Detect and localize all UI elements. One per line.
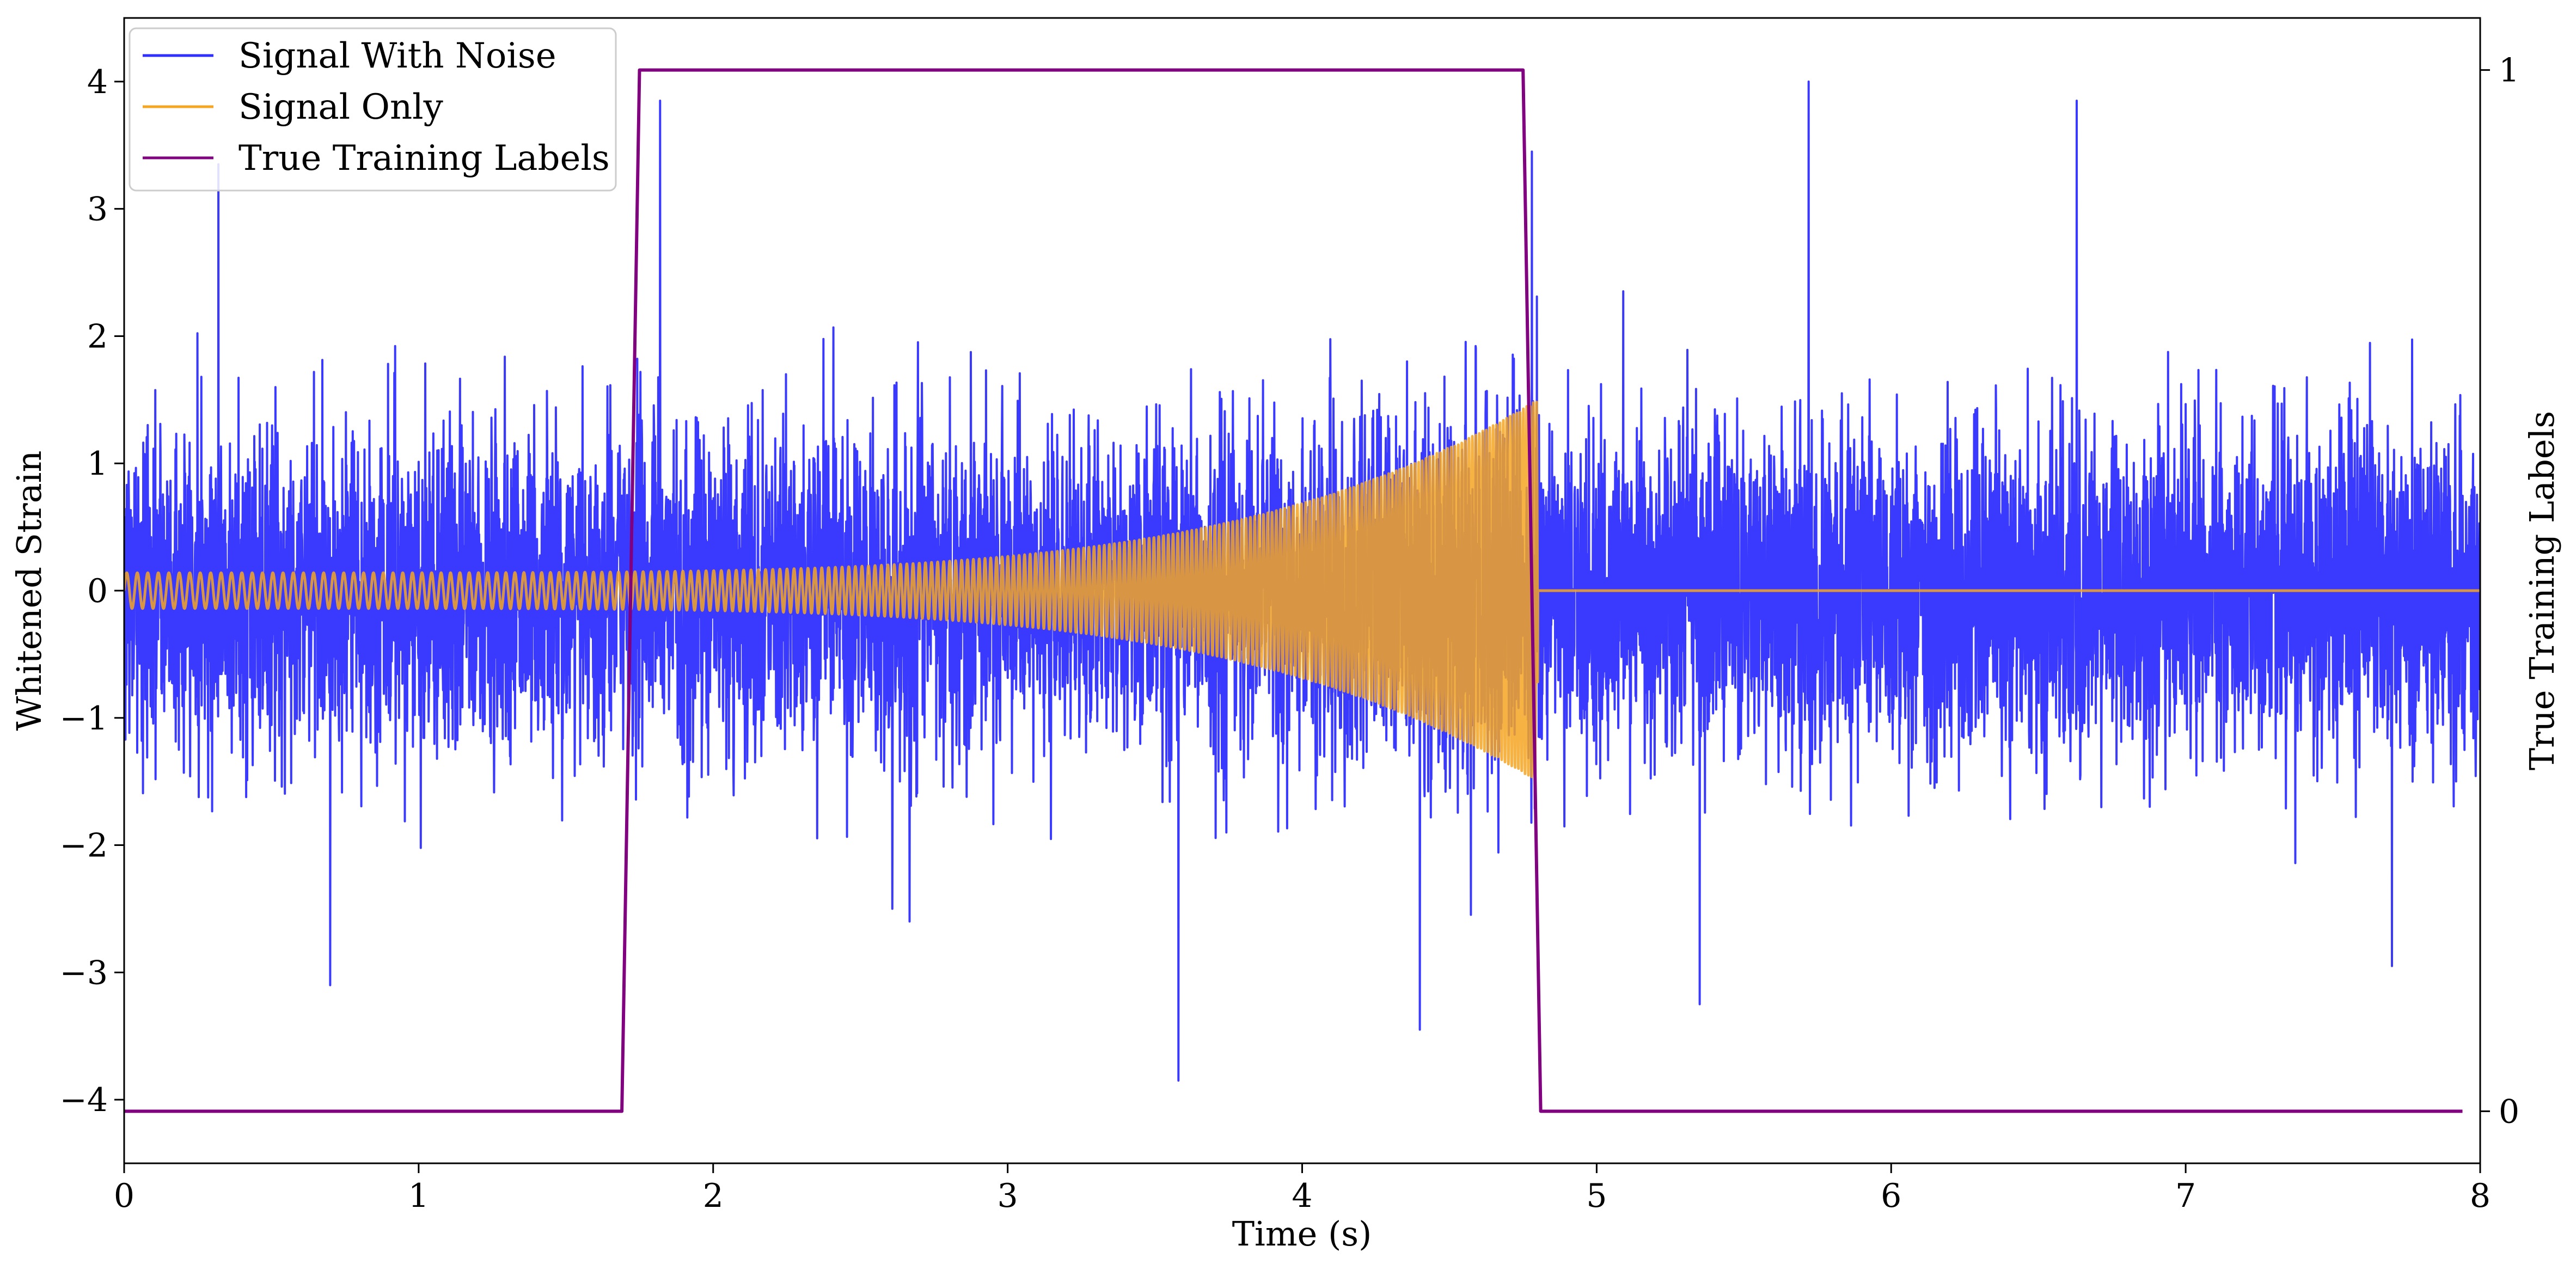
- y-tick-label: −3: [60, 954, 108, 992]
- series-layer: [124, 68, 2480, 1113]
- x-tick-label: 2: [703, 1177, 724, 1215]
- x-tick-label: 5: [1586, 1177, 1607, 1215]
- y2-axis-title: True Training Labels: [2522, 411, 2562, 770]
- x-tick-label: 6: [1881, 1177, 1901, 1215]
- x-tick-label: 7: [2175, 1177, 2196, 1215]
- legend: Signal With Noise Signal Only True Train…: [129, 27, 617, 192]
- y2-tick-label: 0: [2499, 1093, 2519, 1131]
- y-tick-label: 2: [87, 317, 108, 355]
- y-tick-label: −1: [60, 700, 108, 738]
- y-axis-title: Whitened Strain: [9, 451, 49, 731]
- y-tick-label: 0: [87, 572, 108, 610]
- legend-box: [129, 27, 617, 192]
- y-tick-label: 3: [87, 191, 108, 229]
- legend-label-signal-with-noise: Signal With Noise: [238, 36, 556, 76]
- y-tick-label: −4: [60, 1081, 108, 1119]
- series-signal-only: [124, 401, 2480, 781]
- x-axis-title: Time (s): [1232, 1214, 1372, 1254]
- y2-tick-label: 1: [2499, 52, 2519, 90]
- x-tick-label: 8: [2470, 1177, 2491, 1215]
- x-tick-label: 1: [408, 1177, 429, 1215]
- series-true-training-labels: [124, 68, 2463, 1113]
- x-axis: 0 1 2 3 4 5 6 7 8: [114, 1163, 2491, 1215]
- y-axis: −4 −3 −2 −1 0 1 2 3 4: [60, 63, 124, 1119]
- x-tick-label: 0: [114, 1177, 134, 1215]
- legend-label-signal-only: Signal Only: [238, 87, 443, 127]
- legend-label-true-training-labels: True Training Labels: [238, 138, 610, 179]
- x-tick-label: 3: [998, 1177, 1018, 1215]
- y-tick-label: 4: [87, 63, 108, 101]
- y-tick-label: −2: [60, 827, 108, 865]
- y-tick-label: 1: [87, 445, 108, 483]
- x-tick-label: 4: [1292, 1177, 1312, 1215]
- y2-axis: 01: [2480, 52, 2519, 1131]
